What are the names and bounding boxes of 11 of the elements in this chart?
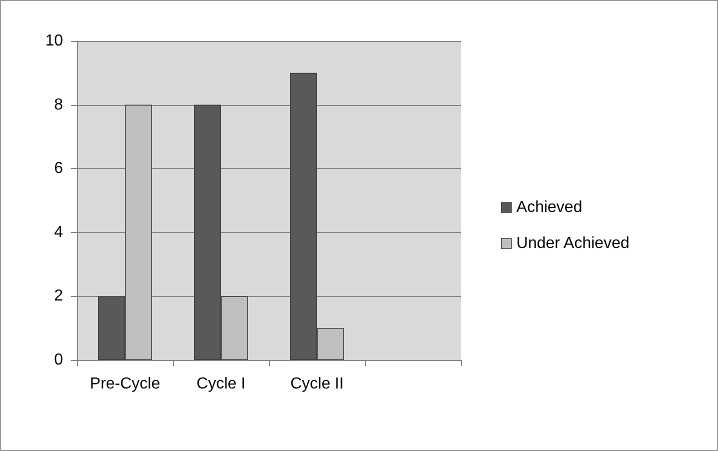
legend-label: Achieved [516, 199, 582, 216]
x-tick-label: Cycle I [196, 376, 246, 392]
y-tick-label: 0 [54, 352, 64, 368]
x-tick-label: Cycle II [290, 376, 344, 392]
y-tick-label: 8 [54, 96, 64, 114]
x-tick-label: Pre-Cycle [90, 376, 160, 392]
y-tick-label: 2 [54, 288, 64, 305]
legend-label: Under Achieved [516, 235, 630, 252]
y-tick-label: 4 [54, 224, 64, 241]
y-tick-label: 10 [45, 32, 64, 50]
y-tick-label: 6 [54, 160, 64, 178]
